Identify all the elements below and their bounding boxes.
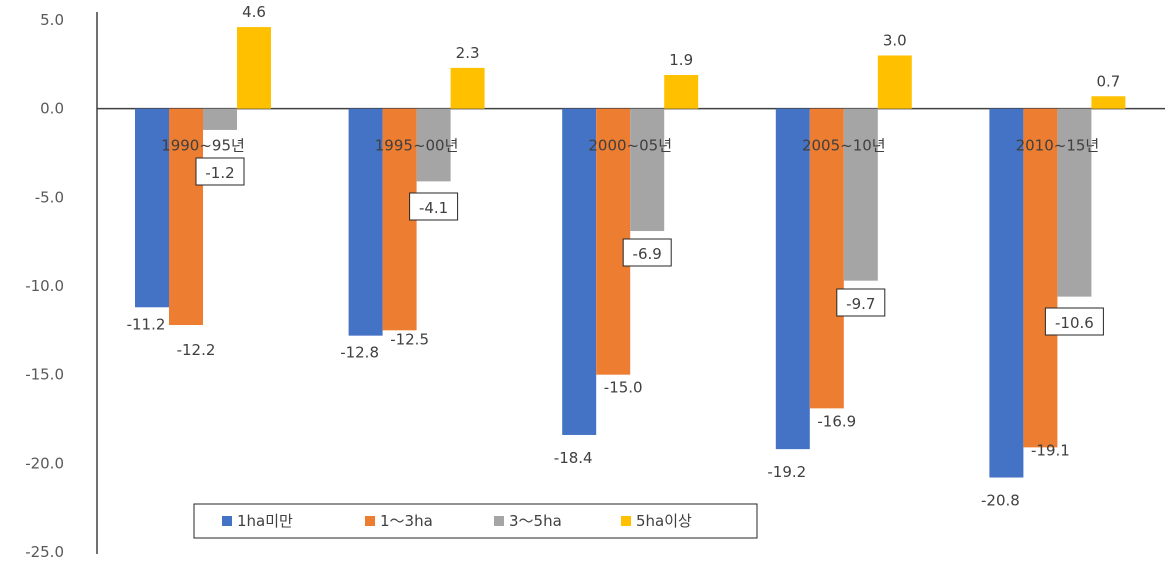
data-label: -18.4 <box>554 449 593 467</box>
y-tick-label: -10.0 <box>25 277 64 295</box>
data-label: 3.0 <box>883 31 907 49</box>
data-label: -9.7 <box>846 295 875 313</box>
y-tick-label: -25.0 <box>25 543 64 561</box>
bar-1 <box>562 108 597 435</box>
category-label: 1990~95년 <box>161 137 245 155</box>
category-label: 1995~00년 <box>375 137 459 155</box>
y-tick-label: 0.0 <box>40 100 64 118</box>
data-label-box <box>409 192 459 221</box>
data-label-box <box>1044 307 1104 336</box>
bars <box>135 27 1126 478</box>
bar-1 <box>135 108 169 308</box>
y-tick-label: -20.0 <box>25 454 64 472</box>
data-label: -19.2 <box>767 463 806 481</box>
data-label-box <box>195 157 245 186</box>
bar-2 <box>1023 108 1058 448</box>
bar-3 <box>630 108 665 232</box>
legend-label: 1～3ha <box>380 512 433 530</box>
bar-4 <box>664 74 699 109</box>
bar-4 <box>237 27 271 109</box>
legend-label: 3～5ha <box>509 512 562 530</box>
legend-label: 5ha이상 <box>636 512 692 530</box>
data-label: -15.0 <box>604 379 643 397</box>
data-label: -16.9 <box>817 412 856 430</box>
data-label-box <box>836 288 886 317</box>
bar-1 <box>775 108 810 450</box>
bar-1 <box>989 108 1024 478</box>
bar-3 <box>1057 108 1092 297</box>
category-labels: 1990~95년 1995~00년 2000~05년 2005~10년 2010~15년 <box>161 137 1099 155</box>
bar-1 <box>348 108 383 336</box>
legend-swatch <box>365 516 375 526</box>
y-tick-label: -5.0 <box>35 188 64 206</box>
bar-3 <box>203 108 237 130</box>
data-label: 4.6 <box>242 3 266 21</box>
legend-swatch <box>621 516 631 526</box>
category-label: 2010~15년 <box>1016 137 1100 155</box>
bar-4 <box>1091 96 1126 109</box>
data-label: 1.9 <box>669 51 693 69</box>
data-label: -12.8 <box>340 344 379 362</box>
data-label: -6.9 <box>633 245 662 263</box>
y-tick-label: -15.0 <box>25 366 64 384</box>
data-label: -1.2 <box>205 164 234 182</box>
bar-2 <box>169 108 203 326</box>
data-label: -11.2 <box>127 315 166 333</box>
category-label: 2000~05년 <box>588 137 672 155</box>
data-labels: -11.2 -12.2 -1.2 4.6 -12.8 -12.5 -4.1 2.3 -18.4 -… <box>127 3 1121 509</box>
data-label: -12.5 <box>390 330 429 348</box>
bar-4 <box>450 67 485 109</box>
data-label: 2.3 <box>456 44 480 62</box>
bar-3 <box>843 108 878 281</box>
bar-4 <box>877 55 912 109</box>
data-label: -10.6 <box>1055 314 1094 332</box>
legend-label: 1ha미만 <box>237 512 293 530</box>
data-label: -4.1 <box>419 199 448 217</box>
legend: 1ha미만 1～3ha 3～5ha 5ha이상 <box>193 503 758 539</box>
data-label: 0.7 <box>1096 72 1120 90</box>
y-tick-label: 5.0 <box>40 11 64 29</box>
data-label: -20.8 <box>981 492 1020 510</box>
legend-swatch <box>222 516 232 526</box>
data-label-box <box>622 238 672 267</box>
data-label: -12.2 <box>177 341 216 359</box>
legend-swatch <box>494 516 504 526</box>
bar-3 <box>416 108 451 182</box>
category-label: 2005~10년 <box>802 137 886 155</box>
bar-2 <box>809 108 844 409</box>
data-label: -19.1 <box>1031 441 1070 459</box>
legend-box <box>193 503 758 539</box>
